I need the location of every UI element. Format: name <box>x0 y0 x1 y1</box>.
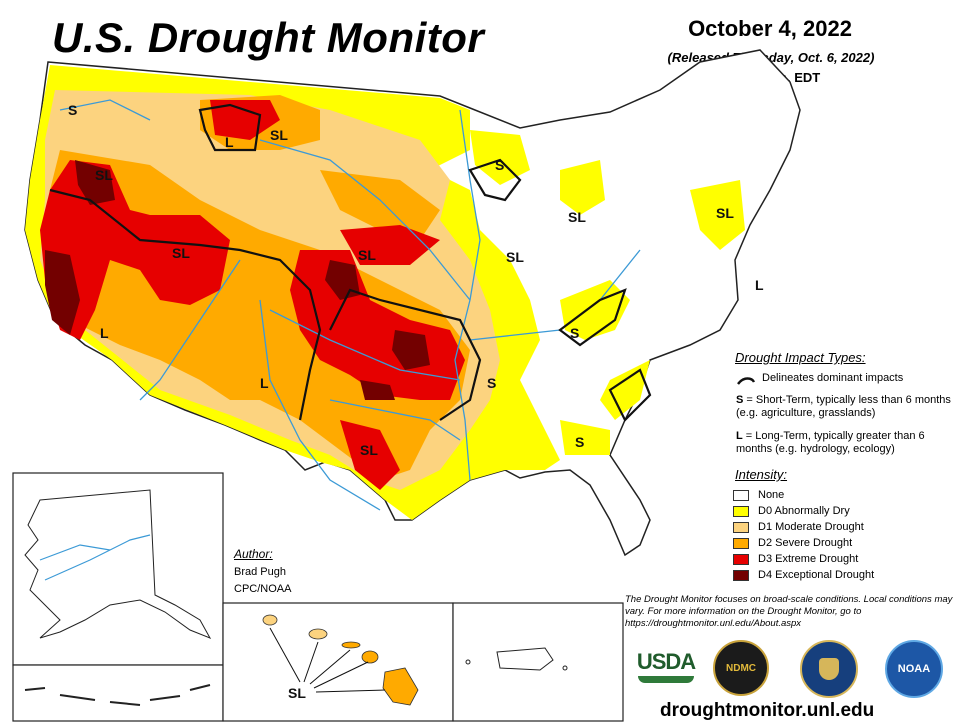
impact-line-icon <box>737 377 756 385</box>
swatch-d1 <box>733 521 749 533</box>
impact-label: S <box>487 375 496 391</box>
puerto-rico-shape <box>496 647 554 671</box>
hawaii-islands <box>262 614 419 706</box>
noaa-logo[interactable]: NOAA <box>885 640 943 698</box>
impact-short-term: S = Short-Term, typically less than 6 mo… <box>736 394 951 420</box>
impact-label: SL <box>172 245 190 261</box>
legend-label: D2 Severe Drought <box>758 537 853 549</box>
author-name: Brad Pugh <box>234 566 286 578</box>
vieques-island <box>562 665 568 671</box>
impact-labels: S SL L SL SL SL SL S SL L S S L SL S SL … <box>68 102 764 458</box>
eagle-icon <box>819 658 839 680</box>
impact-types-title: Drought Impact Types: <box>735 350 866 365</box>
noaa-logo-text: NOAA <box>897 663 931 675</box>
island-kauai <box>262 614 278 626</box>
swatch-d2 <box>733 537 749 549</box>
impact-label: SL <box>95 167 113 183</box>
impact-line-label: Delineates dominant impacts <box>762 372 904 384</box>
impact-boundary-west <box>49 188 322 421</box>
alaska-river <box>39 544 111 561</box>
hawaii-leader-lines <box>269 627 386 693</box>
usda-logo[interactable]: USDA <box>636 646 696 686</box>
island-hawaii <box>382 667 419 706</box>
mona-island <box>465 659 471 665</box>
usda-logo-bar <box>638 676 694 683</box>
impact-long-term: L = Long-Term, typically greater than 6 … <box>736 430 951 456</box>
author-org: CPC/NOAA <box>234 583 292 595</box>
impact-label: S <box>495 157 504 173</box>
legend-item-none: None <box>733 487 874 503</box>
legend-label: D4 Exceptional Drought <box>758 569 875 581</box>
impact-boundaries <box>49 103 652 422</box>
impact-label: S <box>68 102 77 118</box>
commerce-seal-logo[interactable] <box>800 640 858 698</box>
impact-desc-l: = Long-Term, typically greater than 6 mo… <box>736 430 925 455</box>
swatch-d4 <box>733 569 749 581</box>
aleutian-inset-frame <box>12 664 224 722</box>
legend-label: D1 Moderate Drought <box>758 521 864 533</box>
website-link[interactable]: droughtmonitor.unl.edu <box>660 700 875 721</box>
river-rio-grande <box>259 299 381 511</box>
legend-item-d3: D3 Extreme Drought <box>733 551 874 567</box>
hawaii-impact-label: SL <box>288 685 306 701</box>
ndmc-logo-text: NDMC <box>726 662 756 674</box>
swatch-d0 <box>733 505 749 517</box>
ndmc-logo[interactable]: NDMC <box>713 640 769 696</box>
hawaii-inset-frame <box>222 602 454 722</box>
river-colorado <box>139 259 241 401</box>
impact-label: L <box>260 375 269 391</box>
impact-label: S <box>575 434 584 450</box>
legend-label: None <box>758 489 785 501</box>
river-missouri <box>259 139 471 301</box>
island-oahu <box>308 628 328 640</box>
legend-item-d0: D0 Abnormally Dry <box>733 503 874 519</box>
impact-label: SL <box>358 247 376 263</box>
usda-logo-text: USDA <box>636 649 696 674</box>
disclaimer-note: The Drought Monitor focuses on broad-sca… <box>625 594 953 629</box>
river-red <box>329 399 461 441</box>
impact-boundary-east <box>558 288 627 347</box>
island-maui <box>361 650 379 664</box>
intensity-legend: None D0 Abnormally Dry D1 Moderate Droug… <box>733 487 874 583</box>
river-arkansas <box>269 309 461 381</box>
d4-area <box>45 160 430 400</box>
map-date: October 4, 2022 <box>688 16 852 41</box>
d0-east-area <box>470 130 745 455</box>
author-title: Author: <box>234 547 273 561</box>
legend-item-d2: D2 Severe Drought <box>733 535 874 551</box>
river-columbia <box>59 99 151 121</box>
impact-label: L <box>100 325 109 341</box>
impact-label: S <box>570 325 579 341</box>
impact-boundary-midwest <box>468 158 522 202</box>
impact-code-l: L <box>736 430 743 442</box>
legend-label: D0 Abnormally Dry <box>758 505 850 517</box>
impact-label: L <box>755 277 764 293</box>
map-title: U.S. Drought Monitor <box>52 14 485 61</box>
intensity-title: Intensity: <box>735 467 788 482</box>
impact-boundary-plains <box>329 288 482 421</box>
impact-boundary-southeast <box>608 368 652 422</box>
impact-label: SL <box>270 127 288 143</box>
impact-boundary-north <box>198 103 262 152</box>
alaska-shape <box>24 489 212 639</box>
island-molokai <box>341 641 361 649</box>
swatch-d3 <box>733 553 749 565</box>
drought-areas <box>25 65 745 520</box>
legend-item-d1: D1 Moderate Drought <box>733 519 874 535</box>
impact-label: SL <box>360 442 378 458</box>
impact-label: SL <box>716 205 734 221</box>
impact-label: SL <box>568 209 586 225</box>
swatch-none <box>733 489 749 501</box>
impact-code-s: S <box>736 394 744 406</box>
legend-label: D3 Extreme Drought <box>758 553 859 565</box>
d3-area <box>40 160 230 340</box>
impact-label: SL <box>506 249 524 265</box>
impact-label: L <box>225 134 234 150</box>
aleutian-islands <box>24 684 211 706</box>
legend-item-d4: D4 Exceptional Drought <box>733 567 874 583</box>
impact-desc-s: = Short-Term, typically less than 6 mont… <box>736 394 951 419</box>
